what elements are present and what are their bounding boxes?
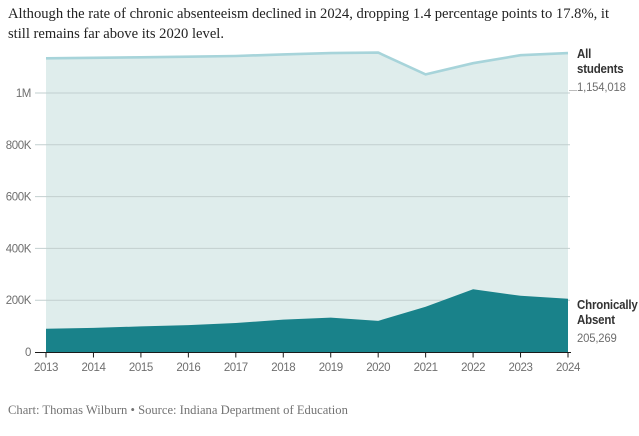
x-axis-label: 2018 [271,362,295,374]
x-axis-label: 2024 [556,362,581,374]
x-axis-label: 2020 [366,362,390,374]
x-axis-label: 2015 [129,362,153,374]
annotation-chronically-absent: Chronically Absent 205,269 [577,298,639,346]
annotation-all-students-value: 1,154,018 [577,80,626,94]
line-all-students [45,51,569,76]
chart-credit: Chart: Thomas Wilburn • Source: Indiana … [8,403,348,417]
x-axis-label: 2023 [509,362,533,374]
x-axis-label: 2019 [319,362,343,374]
x-axis-label: 2014 [81,362,106,374]
x-axis-label: 2016 [176,362,200,374]
x-axis-label: 2021 [414,362,438,374]
x-axis-label: 2017 [224,362,248,374]
y-axis-label: 400K [6,243,32,255]
x-axis-label: 2022 [461,362,485,374]
annotation-all-students: All students 1,154,018 [577,47,639,95]
y-axis-label: 0 [25,347,31,359]
y-axis-label: 1M [16,88,31,100]
area-all-students [46,52,568,352]
y-axis-label: 800K [6,140,32,152]
x-axis-label: 2013 [34,362,58,374]
annotation-all-students-label: All students [577,47,624,76]
y-axis-label: 600K [6,192,32,204]
area-chronically-absent [46,289,568,352]
annotation-chronically-absent-value: 205,269 [577,331,617,345]
y-axis-label: 200K [6,295,32,307]
chart-title: Although the rate of chronic absenteeism… [8,6,610,42]
annotation-chronically-absent-label: Chronically Absent [577,298,638,327]
